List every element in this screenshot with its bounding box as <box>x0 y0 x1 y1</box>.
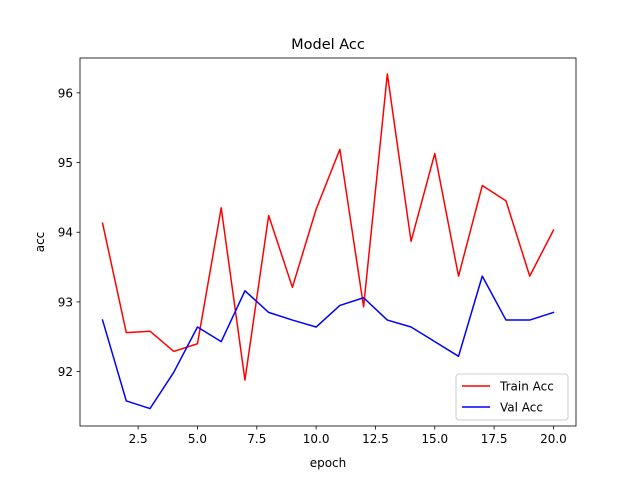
legend-label-train-acc: Train Acc <box>499 380 554 394</box>
y-tick-label: 93 <box>58 295 73 309</box>
y-tick-label: 92 <box>58 365 73 379</box>
x-tick-label: 7.5 <box>247 432 266 446</box>
x-tick-label: 15.0 <box>421 432 448 446</box>
chart-title: Model Acc <box>291 37 365 53</box>
x-tick-label: 10.0 <box>303 432 330 446</box>
x-tick-label: 5.0 <box>188 432 207 446</box>
x-tick-label: 2.5 <box>129 432 148 446</box>
series-line-val-acc <box>101 275 555 410</box>
x-tick-label: 20.0 <box>540 432 567 446</box>
legend: Train Acc Val Acc <box>455 373 569 421</box>
y-axis-label: acc <box>33 232 47 253</box>
x-tick-label: 12.5 <box>362 432 389 446</box>
y-tick-label: 95 <box>58 156 73 170</box>
legend-label-val-acc: Val Acc <box>500 401 543 415</box>
x-tick-label: 17.5 <box>481 432 508 446</box>
x-axis-label: epoch <box>310 456 347 470</box>
axes-frame <box>79 57 577 427</box>
plot-area: 2.5 5.0 7.5 10.0 12.5 15.0 17.5 20.0 92 93 94 95 96 <box>58 57 577 446</box>
series-line-train-acc <box>101 73 555 381</box>
y-tick-label: 94 <box>58 226 73 240</box>
y-tick-label: 96 <box>58 86 73 100</box>
